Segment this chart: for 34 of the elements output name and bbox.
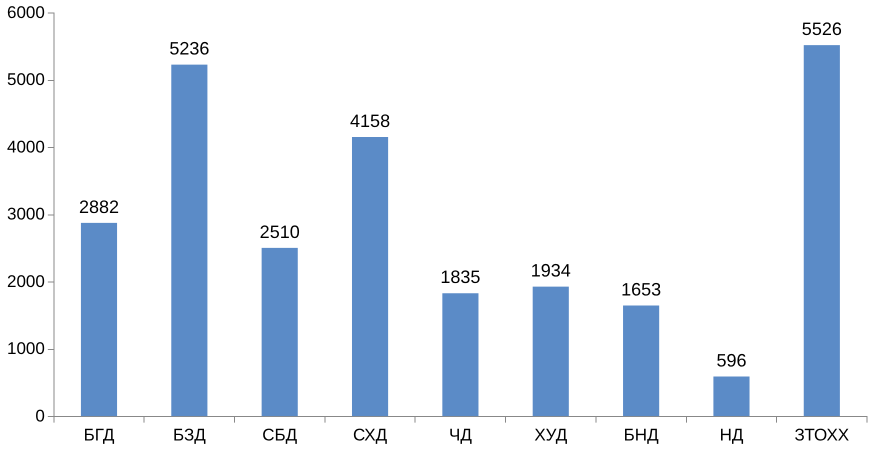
- bar: [80, 222, 118, 416]
- data-label: 4158: [350, 111, 390, 132]
- bar: [623, 305, 660, 416]
- y-tick-label: 6000: [6, 2, 45, 22]
- bar: [352, 137, 388, 416]
- y-tick-label: 5000: [6, 70, 45, 90]
- x-tick-label: ХУД: [534, 425, 568, 444]
- data-label: 5236: [169, 38, 210, 59]
- data-label: 1653: [621, 279, 662, 300]
- x-tick-label: СБД: [262, 425, 298, 444]
- data-label: 2510: [260, 222, 300, 242]
- x-tick-label: БНД: [624, 425, 660, 444]
- data-label: 2882: [78, 196, 120, 217]
- data-label: 1934: [530, 260, 571, 281]
- bar: [804, 45, 840, 416]
- data-label: 596: [716, 350, 746, 370]
- x-tick-label: БЗД: [172, 425, 206, 444]
- y-tick-label: 0: [35, 406, 45, 426]
- y-tick-label: 1000: [6, 339, 45, 358]
- bar: [262, 248, 298, 416]
- y-tick-label: 4000: [6, 137, 45, 156]
- x-tick-label: ЗТОХХ: [794, 425, 850, 444]
- x-tick-label: БГД: [84, 425, 115, 444]
- y-tick-label: 2000: [6, 272, 45, 291]
- data-label: 1835: [440, 267, 480, 288]
- bar: [713, 376, 750, 416]
- bar: [442, 293, 478, 416]
- y-tick-label: 3000: [6, 204, 45, 224]
- x-tick-label: ЧД: [448, 425, 472, 444]
- data-label: 5526: [802, 19, 842, 40]
- x-tick-label: НД: [720, 425, 744, 444]
- x-tick-label: СХД: [352, 425, 388, 444]
- bar: [171, 64, 208, 416]
- bar: [532, 286, 569, 416]
